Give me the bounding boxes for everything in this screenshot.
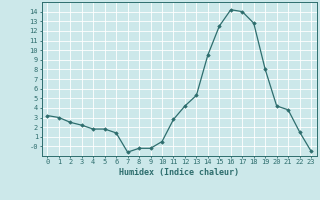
X-axis label: Humidex (Indice chaleur): Humidex (Indice chaleur) [119, 168, 239, 177]
